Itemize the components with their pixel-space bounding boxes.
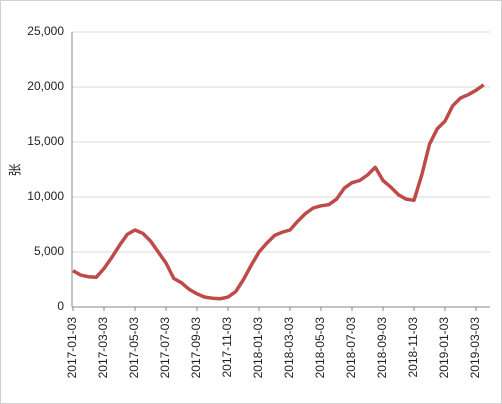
y-tick-label: 20,000 (27, 79, 64, 93)
data-line (72, 83, 485, 301)
y-tick-label: 10,000 (27, 189, 64, 203)
x-tick-label: 2018-03-03 (282, 317, 296, 379)
y-tick-label: 0 (57, 299, 64, 313)
y-tick-label: 5,000 (34, 244, 64, 258)
x-tick-label: 2017-03-03 (96, 317, 110, 379)
x-tick-label: 2017-11-03 (220, 317, 234, 378)
x-tick-label: 2017-01-03 (65, 317, 79, 379)
y-axis-label: 张 (7, 163, 22, 176)
x-tick-label: 2018-09-03 (375, 317, 389, 379)
x-tick-label: 2017-05-03 (127, 317, 141, 379)
x-tick-label: 2017-09-03 (189, 317, 203, 379)
y-tick-label: 15,000 (27, 134, 64, 148)
x-tick-label: 2018-05-03 (313, 317, 327, 379)
x-tick-label: 2017-07-03 (158, 317, 172, 379)
x-tick-label: 2018-07-03 (344, 317, 358, 379)
x-tick-label: 2019-01-03 (437, 317, 451, 379)
x-tick-label: 2018-01-03 (251, 317, 265, 379)
x-tick-label: 2019-03-03 (468, 317, 482, 379)
y-tick-label: 25,000 (27, 24, 64, 38)
x-tick-label: 2018-11-03 (406, 317, 420, 378)
